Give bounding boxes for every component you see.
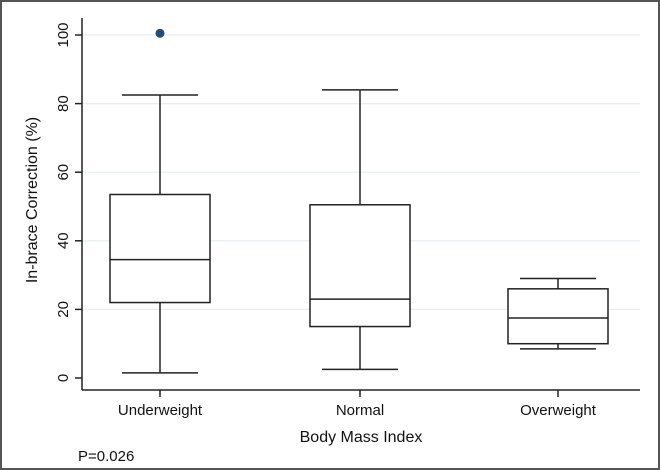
p-value-annotation: P=0.026 [78, 448, 135, 465]
axes [81, 18, 640, 391]
y-tick-label: 80 [55, 95, 72, 112]
x-axis-title: Body Mass Index [300, 429, 423, 446]
x-tick-label: Overweight [520, 402, 597, 419]
iqr-box [507, 288, 609, 345]
outlier-point [155, 28, 165, 38]
iqr-box [309, 204, 411, 328]
y-tick-label: 40 [55, 232, 72, 249]
x-tick-label: Normal [336, 402, 384, 419]
y-tick-label: 60 [55, 164, 72, 181]
boxes [109, 28, 609, 374]
y-tick-label: 20 [55, 301, 72, 318]
y-tick-label: 0 [55, 374, 72, 382]
iqr-box [109, 193, 211, 304]
x-ticks: Underweight Normal Overweight [118, 390, 597, 419]
y-axis-title: In-brace Correction (%) [24, 117, 41, 283]
x-tick-label: Underweight [118, 402, 203, 419]
y-tick-label: 100 [55, 22, 72, 47]
y-ticks: 0 20 40 60 80 100 [55, 22, 82, 382]
